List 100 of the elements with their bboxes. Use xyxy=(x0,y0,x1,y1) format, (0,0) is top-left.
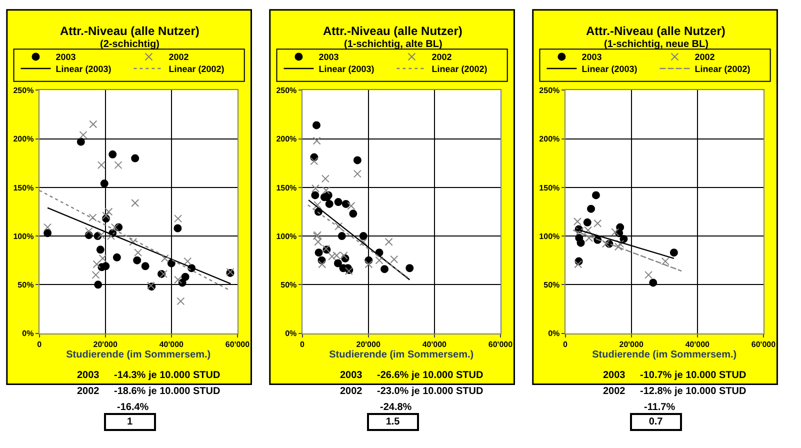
point xyxy=(380,265,389,274)
text: -11.7% xyxy=(644,402,676,413)
x-tick-label: 20'000 xyxy=(619,340,644,349)
legend-label: 2002 xyxy=(168,52,189,62)
point xyxy=(614,242,622,251)
point xyxy=(131,198,140,207)
point xyxy=(311,191,320,200)
point xyxy=(349,210,358,218)
point xyxy=(92,270,100,279)
x-axis-title: Studierende (im Sommersem.) xyxy=(592,349,737,360)
y-tick-label: 0% xyxy=(22,329,34,338)
point xyxy=(390,255,398,264)
point xyxy=(97,231,106,240)
point xyxy=(97,161,106,170)
x-tick-label: 40'000 xyxy=(685,340,710,349)
point xyxy=(314,248,323,257)
point xyxy=(133,256,142,264)
point xyxy=(92,260,101,268)
x-tick-label: 0 xyxy=(300,340,306,349)
point xyxy=(649,278,658,287)
point xyxy=(44,229,52,238)
y-tick-label: 100% xyxy=(276,232,297,241)
x-tick-label: 60'000 xyxy=(225,340,250,349)
x-tick-label: 40'000 xyxy=(159,340,184,349)
point xyxy=(353,156,362,164)
point xyxy=(334,259,342,268)
legend-label: Linear (2002) xyxy=(694,64,750,74)
point xyxy=(334,222,343,230)
point xyxy=(176,297,185,306)
point xyxy=(322,186,330,194)
point xyxy=(594,219,602,228)
point xyxy=(318,260,326,268)
point xyxy=(94,280,102,289)
point xyxy=(134,248,142,257)
point xyxy=(312,121,320,130)
x-tick-label: 20'000 xyxy=(93,340,118,349)
point xyxy=(98,254,107,262)
point xyxy=(325,200,334,208)
point xyxy=(311,184,320,192)
point xyxy=(342,200,350,208)
y-tick-label: 50% xyxy=(544,280,560,290)
point xyxy=(88,214,97,222)
legend-label: 2002 xyxy=(694,52,715,62)
point xyxy=(585,234,594,242)
point xyxy=(359,232,368,240)
point xyxy=(178,278,186,287)
legend-label: 2003 xyxy=(56,52,76,62)
point xyxy=(174,214,182,223)
text: -24.8% xyxy=(380,402,412,413)
chart-subtitle: (2-schichtig) xyxy=(100,39,160,50)
point xyxy=(174,224,182,232)
point xyxy=(375,256,384,264)
point xyxy=(574,260,582,268)
y-tick-label: 150% xyxy=(539,183,560,192)
y-tick-label: 0% xyxy=(548,329,560,338)
point xyxy=(616,240,624,248)
chart-subtitle: (1-schichtig, neue BL) xyxy=(604,39,708,50)
x-tick-label: 0 xyxy=(37,340,42,349)
point xyxy=(79,130,88,139)
legend-label: Linear (2003) xyxy=(318,64,374,74)
point xyxy=(141,262,150,270)
y-tick-label: 150% xyxy=(13,183,34,192)
legend-label: Linear (2002) xyxy=(432,64,488,74)
point xyxy=(670,248,678,257)
point xyxy=(106,232,115,240)
text: 1 xyxy=(127,416,133,428)
text: -16.4% xyxy=(117,402,149,413)
x-tick-label: 60'000 xyxy=(488,340,514,349)
chart-subtitle: (1-schichtig, alte BL) xyxy=(344,39,442,50)
point xyxy=(338,232,346,240)
point xyxy=(406,264,414,272)
legend-label: 2003 xyxy=(582,52,602,62)
point xyxy=(76,138,85,146)
point xyxy=(312,136,321,145)
legend-label: Linear (2003) xyxy=(56,64,112,74)
point xyxy=(313,200,322,209)
point xyxy=(112,253,121,262)
text: 2003 xyxy=(603,370,626,381)
point xyxy=(321,174,330,183)
point xyxy=(310,157,318,166)
text: 2002 xyxy=(340,386,363,397)
legend-label: 2003 xyxy=(318,52,339,62)
point xyxy=(131,154,140,162)
point xyxy=(314,238,322,246)
text: -10.7% je 10.000 STUD xyxy=(640,370,746,381)
y-tick-label: 200% xyxy=(276,134,297,144)
y-tick-label: 250% xyxy=(276,86,297,96)
point xyxy=(384,238,393,246)
text: -12.8% je 10.000 STUD xyxy=(640,386,746,397)
point xyxy=(44,223,52,232)
x-axis-title: Studierende (im Sommersem.) xyxy=(66,349,211,360)
y-tick-label: 250% xyxy=(539,86,560,96)
point xyxy=(184,257,192,266)
y-tick-label: 250% xyxy=(13,86,34,96)
x-tick-label: 20'000 xyxy=(356,340,381,349)
point xyxy=(89,120,98,128)
legend-label: 2002 xyxy=(432,52,452,62)
point xyxy=(129,238,138,246)
text: -23.0% je 10.000 STUD xyxy=(377,386,484,397)
point xyxy=(102,262,110,270)
